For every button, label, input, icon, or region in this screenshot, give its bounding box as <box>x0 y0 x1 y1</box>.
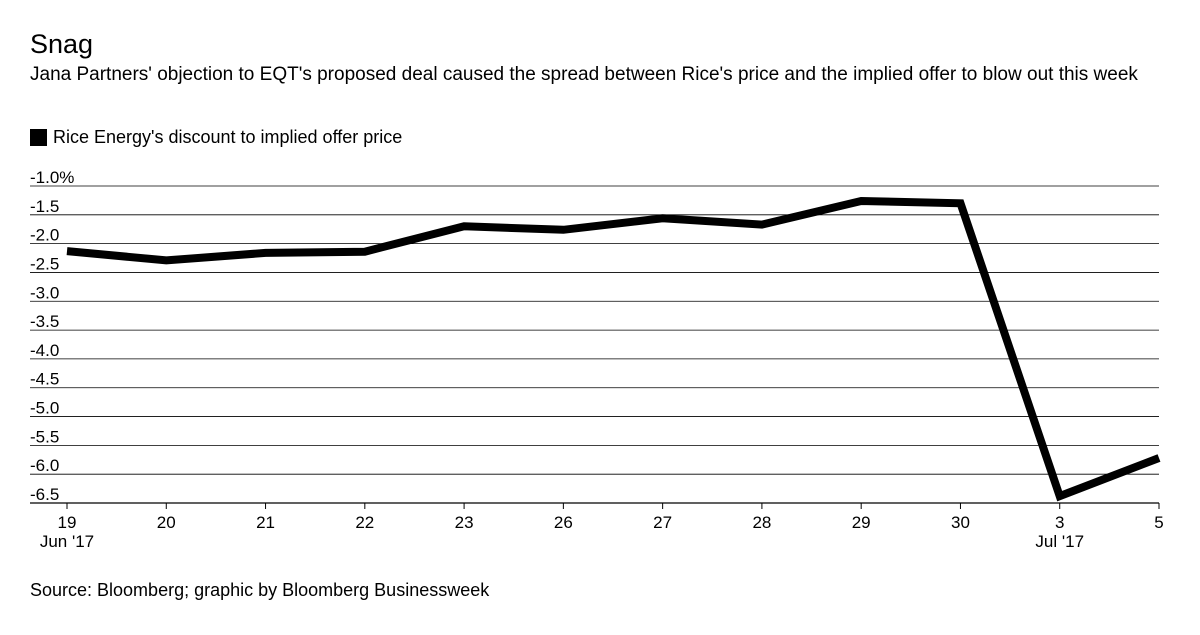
x-tick-label: 3 <box>1055 513 1064 532</box>
source-note: Source: Bloomberg; graphic by Bloomberg … <box>30 580 490 600</box>
y-tick-label: -4.0 <box>30 341 59 360</box>
legend-label: Rice Energy's discount to implied offer … <box>53 127 403 147</box>
y-tick-label: -1.5 <box>30 197 59 216</box>
x-tick-label: 5 <box>1154 513 1163 532</box>
chart-subtitle: Jana Partners' objection to EQT's propos… <box>30 64 1138 85</box>
x-tick-label: 22 <box>355 513 374 532</box>
line-chart: -1.0% -1.5 -2.0 -2.5 -3.0 -3.5 -4.0 -4.5 -5.0 -5.… <box>30 168 1164 551</box>
x-tick-label: 29 <box>852 513 871 532</box>
x-tick-label: 23 <box>455 513 474 532</box>
y-tick-label: -6.0 <box>30 456 59 475</box>
y-tick-label: -5.5 <box>30 427 59 446</box>
x-tick-label: 30 <box>951 513 970 532</box>
x-month-label: Jul '17 <box>1035 532 1084 551</box>
y-tick-label: -6.5 <box>30 485 59 504</box>
y-tick-label: -3.0 <box>30 283 59 302</box>
x-tick-label: 28 <box>752 513 771 532</box>
series-line <box>66 196 1161 502</box>
y-tick-label: -3.5 <box>30 312 59 331</box>
y-tick-label: -2.5 <box>30 254 59 273</box>
y-tick-label: -1.0% <box>30 168 74 187</box>
x-tick-label: 21 <box>256 513 275 532</box>
y-tick-label: -4.5 <box>30 370 59 389</box>
legend-swatch <box>30 129 47 146</box>
x-tick-label: 26 <box>554 513 573 532</box>
x-tick-label: 19 <box>58 513 77 532</box>
y-tick-label: -2.0 <box>30 226 59 245</box>
y-tick-label: -5.0 <box>30 399 59 418</box>
legend: Rice Energy's discount to implied offer … <box>30 127 402 148</box>
chart-title: Snag <box>30 29 94 59</box>
x-tick-label: 20 <box>157 513 176 532</box>
x-tick-label: 27 <box>653 513 672 532</box>
x-month-label: Jun '17 <box>40 532 94 551</box>
